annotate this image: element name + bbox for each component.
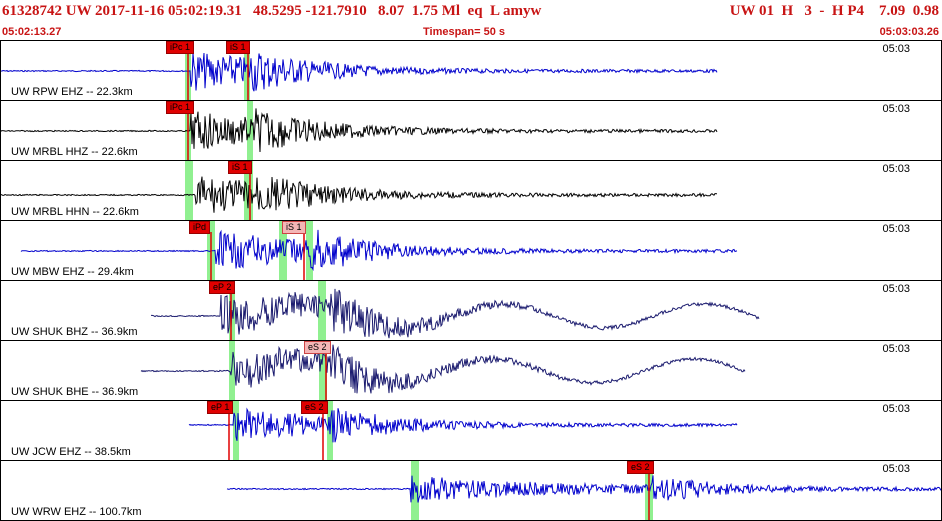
panel-time-label: 05:03 <box>882 283 910 295</box>
pick-window <box>279 221 287 280</box>
phase-pick-tag[interactable]: eP 1 <box>207 401 234 414</box>
seismogram-panel[interactable]: eS 2 05:03 UW WRW EHZ -- 100.7km <box>0 460 942 521</box>
seismogram-panels: iPc 1 iS 1 05:03 UW RPW EHZ -- 22.3km iPc 1 0… <box>0 40 942 521</box>
phase-pick-tag[interactable]: iS 1 <box>282 221 306 234</box>
phase-pick-tag[interactable]: eS 2 <box>301 401 328 414</box>
station-channel-label: UW WRW EHZ -- 100.7km <box>11 506 142 518</box>
waveform-plot <box>140 341 746 400</box>
panel-time-label: 05:03 <box>882 343 910 355</box>
pick-window <box>306 221 313 280</box>
seismogram-panel[interactable]: iPd iS 1 05:03 UW MBW EHZ -- 29.4km <box>0 220 942 281</box>
waveform-trace <box>1 108 718 153</box>
waveform-plot <box>1 161 718 220</box>
waveform-plot <box>226 461 941 520</box>
pick-window <box>244 41 250 100</box>
panel-time-label: 05:03 <box>882 43 910 55</box>
waveform-plot <box>20 221 738 280</box>
seismogram-panel[interactable]: iPc 1 iS 1 05:03 UW RPW EHZ -- 22.3km <box>0 40 942 101</box>
waveform-plot <box>151 281 760 340</box>
event-header: 61328742 UW 2017-11-16 05:02:19.31 48.52… <box>0 0 942 40</box>
panel-time-label: 05:03 <box>882 223 910 235</box>
phase-pick-tag[interactable]: iPc 1 <box>166 101 195 114</box>
seismogram-panel[interactable]: eP 1 eS 2 05:03 UW JCW EHZ -- 38.5km <box>0 400 942 461</box>
waveform-trace <box>188 407 738 443</box>
station-channel-label: UW JCW EHZ -- 38.5km <box>11 446 131 458</box>
seismogram-panel[interactable]: eP 2 05:03 UW SHUK BHZ -- 36.9km <box>0 280 942 341</box>
station-channel-label: UW MRBL HHN -- 22.6km <box>11 206 139 218</box>
station-channel-label: UW MBW EHZ -- 29.4km <box>11 266 134 278</box>
phase-pick-tag[interactable]: iS 1 <box>228 161 252 174</box>
pick-window <box>319 341 327 400</box>
pick-window <box>318 281 326 340</box>
event-summary: 61328742 UW 2017-11-16 05:02:19.31 48.52… <box>2 3 542 19</box>
waveform-trace <box>140 344 746 394</box>
seismogram-panel[interactable]: eS 2 05:03 UW SHUK BHE -- 36.9km <box>0 340 942 401</box>
station-channel-label: UW SHUK BHZ -- 36.9km <box>11 326 138 338</box>
timespan-label: Timespan= 50 s <box>423 26 506 38</box>
waveform-plot <box>1 101 718 160</box>
waveform-trace <box>1 176 718 213</box>
phase-pick-tag[interactable]: iS 1 <box>226 41 250 54</box>
start-time: 05:02:13.27 <box>2 26 62 38</box>
waveform-trace <box>1 52 718 92</box>
end-time: 05:03:03.26 <box>879 26 939 38</box>
pick-window <box>185 161 193 220</box>
phase-pick-tag[interactable]: eS 2 <box>304 341 331 354</box>
panel-time-label: 05:03 <box>882 463 910 475</box>
station-channel-label: UW MRBL HHZ -- 22.6km <box>11 146 138 158</box>
station-channel-label: UW RPW EHZ -- 22.3km <box>11 86 133 98</box>
seismogram-panel[interactable]: iS 1 05:03 UW MRBL HHN -- 22.6km <box>0 160 942 221</box>
waveform-plot <box>1 41 718 100</box>
waveform-trace <box>151 288 760 339</box>
phase-pick-tag[interactable]: iPd <box>189 221 211 234</box>
panel-time-label: 05:03 <box>882 403 910 415</box>
phase-pick-tag[interactable]: iPc 1 <box>166 41 195 54</box>
channel-summary: UW 01 H 3 - H P4 7.09 0.98 <box>729 3 939 19</box>
waveform-plot <box>188 401 738 460</box>
panel-time-label: 05:03 <box>882 163 910 175</box>
seismogram-panel[interactable]: iPc 1 05:03 UW MRBL HHZ -- 22.6km <box>0 100 942 161</box>
pick-window <box>411 461 419 520</box>
panel-time-label: 05:03 <box>882 103 910 115</box>
phase-pick-tag[interactable]: eP 2 <box>209 281 236 294</box>
waveform-trace <box>20 229 738 272</box>
station-channel-label: UW SHUK BHE -- 36.9km <box>11 386 139 398</box>
phase-pick-tag[interactable]: eS 2 <box>627 461 654 474</box>
waveform-trace <box>226 475 941 503</box>
